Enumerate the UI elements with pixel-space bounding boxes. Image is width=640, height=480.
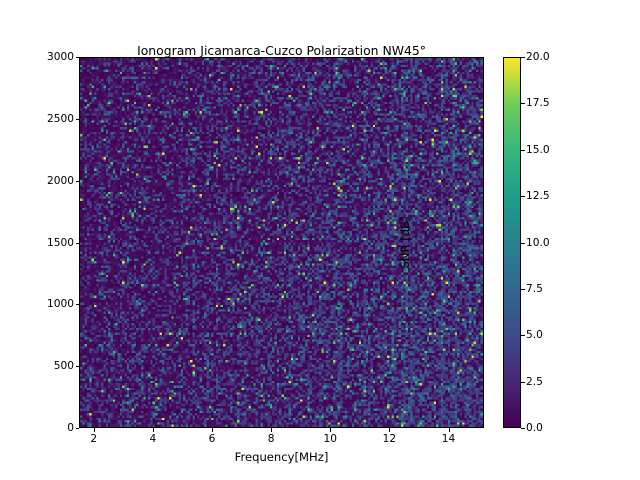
colorbar-tick-mark [521, 103, 525, 105]
x-tick-mark [93, 428, 95, 432]
y-tick-mark [75, 118, 79, 120]
colorbar-tick-mark [521, 381, 525, 383]
y-tick-label: 1000 [47, 298, 74, 311]
y-tick-label: 1500 [47, 236, 74, 249]
colorbar-tick-mark [521, 57, 525, 58]
x-axis-label: Frequency[MHz] [234, 450, 329, 464]
colorbar-tick-label: 17.5 [526, 97, 550, 110]
colorbar-tick-label: 7.5 [526, 282, 543, 295]
x-tick-label: 12 [382, 433, 397, 445]
x-tick-mark [212, 428, 214, 432]
y-tick-label: 500 [53, 360, 74, 373]
colorbar-tick-label: 10.0 [526, 236, 550, 249]
y-tick-mark [75, 304, 79, 306]
x-tick-label: 4 [149, 433, 157, 445]
y-tick-label: 2000 [47, 174, 74, 187]
colorbar-tick-mark [521, 335, 525, 337]
colorbar-tick-mark [521, 196, 525, 198]
ionogram-plot-area [79, 57, 484, 428]
title-line-1: Ionogram Jicamarca-Cuzco Polarization NW… [137, 43, 426, 58]
x-tick-label: 10 [323, 433, 338, 445]
y-tick-mark [75, 57, 79, 58]
colorbar-tick-label: 2.5 [526, 375, 543, 388]
colorbar-tick-label: 15.0 [526, 143, 550, 156]
x-tick-label: 14 [441, 433, 456, 445]
x-tick-mark [152, 428, 154, 432]
ionogram-heatmap [80, 58, 483, 427]
y-tick-label: 0 [67, 422, 74, 434]
colorbar-tick-label: 0.0 [526, 422, 543, 434]
colorbar-label: SNR [dB] [398, 216, 412, 269]
x-tick-mark [448, 428, 450, 432]
x-tick-mark [389, 428, 391, 432]
colorbar-tick-mark [521, 149, 525, 151]
x-tick-mark [271, 428, 273, 432]
colorbar-tick-label: 12.5 [526, 190, 550, 203]
y-tick-label: 2500 [47, 112, 74, 125]
colorbar-tick-mark [521, 288, 525, 290]
x-tick-mark [330, 428, 332, 432]
y-tick-label: 3000 [47, 51, 74, 63]
colorbar-tick-label: 20.0 [526, 51, 550, 63]
y-tick-mark [75, 428, 79, 429]
y-tick-mark [75, 242, 79, 244]
x-tick-label: 2 [90, 433, 98, 445]
y-tick-mark [75, 366, 79, 368]
colorbar-tick-mark [521, 428, 525, 429]
snr-colorbar [503, 57, 521, 428]
x-tick-label: 8 [267, 433, 275, 445]
colorbar-tick-label: 5.0 [526, 329, 543, 342]
colorbar-gradient [504, 58, 520, 427]
colorbar-tick-mark [521, 242, 525, 244]
x-tick-label: 6 [208, 433, 216, 445]
y-tick-mark [75, 180, 79, 182]
